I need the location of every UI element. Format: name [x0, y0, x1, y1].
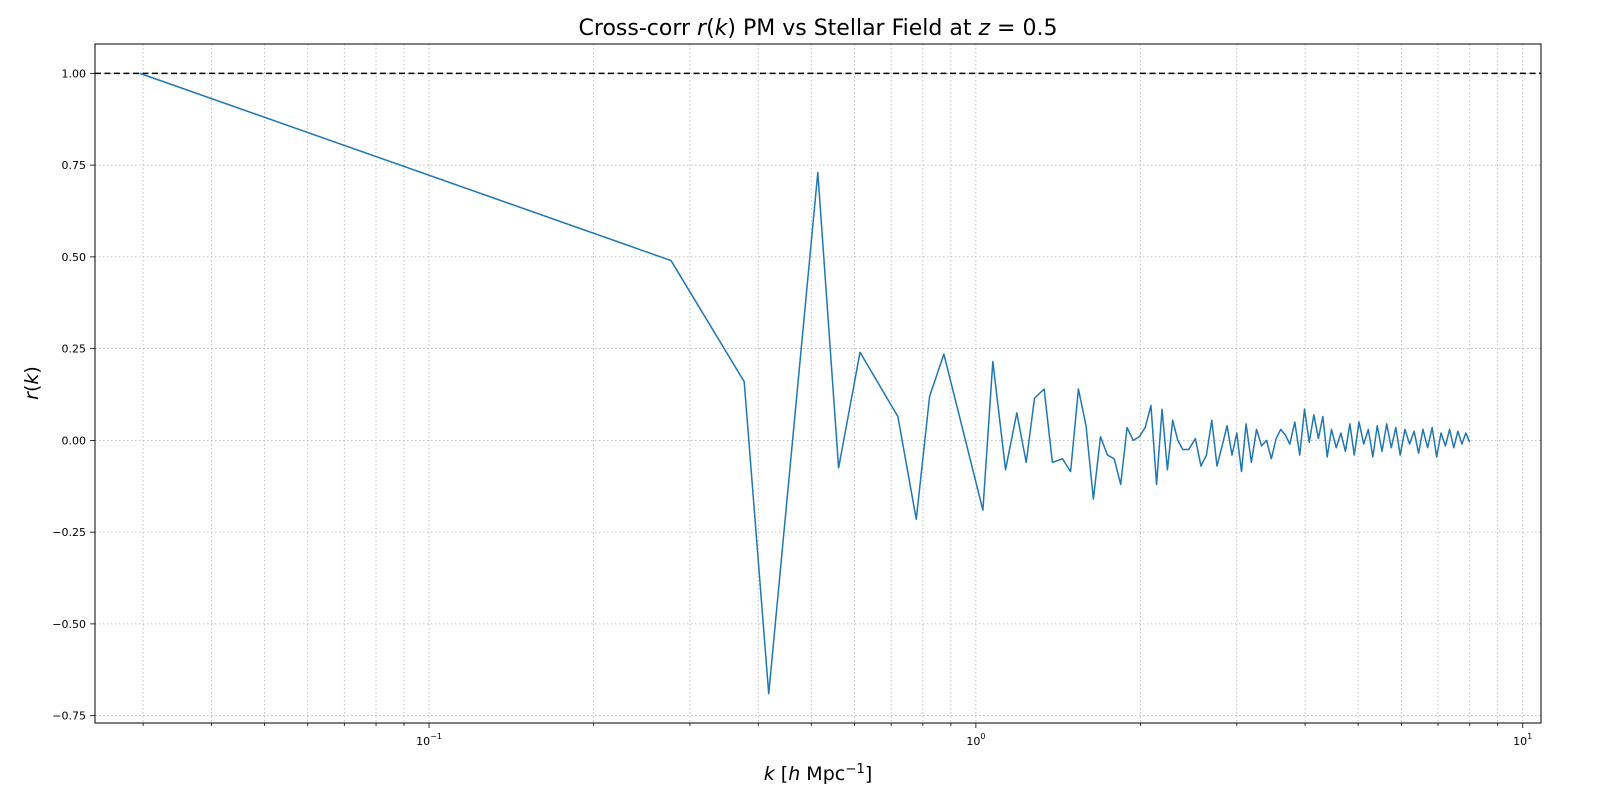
- x-axis-title: k [h Mpc−1]: [764, 762, 873, 786]
- label-part: h: [788, 763, 800, 785]
- x-tick-base: 10: [1513, 735, 1527, 748]
- y-tick-label: −0.25: [52, 526, 86, 539]
- label-part: ]: [865, 763, 872, 785]
- label-part: r: [21, 391, 43, 400]
- label-part: Mpc: [800, 763, 845, 785]
- x-tick-exponent: 1: [1527, 732, 1532, 741]
- label-part: ) PM vs Stellar Field at: [727, 16, 978, 41]
- label-part: (: [706, 16, 715, 41]
- y-tick-label: 0.25: [62, 343, 87, 356]
- label-part: r: [697, 16, 708, 41]
- y-tick-label: 0.50: [62, 251, 87, 264]
- y-axis: −0.75 −0.50 −0.25 0.00 0.25 0.50 0.75 1.00: [52, 67, 95, 723]
- label-part: −1: [845, 762, 865, 777]
- label-part: Cross-corr: [579, 16, 698, 41]
- y-tick-label: 0.75: [62, 159, 87, 172]
- label-part: k: [764, 763, 776, 785]
- y-tick-label: −0.50: [52, 618, 86, 631]
- x-tick-label: 100: [966, 732, 985, 748]
- x-axis: 10−1 100 101: [142, 723, 1532, 748]
- y-tick-label: 0.00: [62, 434, 87, 447]
- label-part: (: [21, 385, 43, 392]
- label-part: [: [775, 763, 788, 785]
- series-group: [139, 72, 1471, 695]
- label-part: k: [715, 16, 729, 41]
- y-tick-label: −0.75: [52, 710, 86, 723]
- x-tick-base: 10: [416, 735, 430, 748]
- x-tick-exponent: −1: [430, 732, 442, 741]
- x-tick-base: 10: [966, 735, 980, 748]
- label-part: ): [21, 366, 43, 373]
- y-tick-label: 1.00: [62, 67, 87, 80]
- x-tick-label: 10−1: [416, 732, 442, 748]
- label-part: z: [977, 16, 990, 41]
- label-part: = 0.5: [990, 16, 1057, 41]
- chart-title: Cross-corr r(k) PM vs Stellar Field at z…: [579, 16, 1058, 41]
- plot-frame: [94, 43, 1542, 724]
- label-part: k: [21, 373, 43, 385]
- x-tick-exponent: 0: [980, 732, 985, 741]
- x-tick-label: 101: [1513, 732, 1532, 748]
- series-line: [139, 72, 1471, 695]
- y-axis-title: r(k): [21, 366, 43, 400]
